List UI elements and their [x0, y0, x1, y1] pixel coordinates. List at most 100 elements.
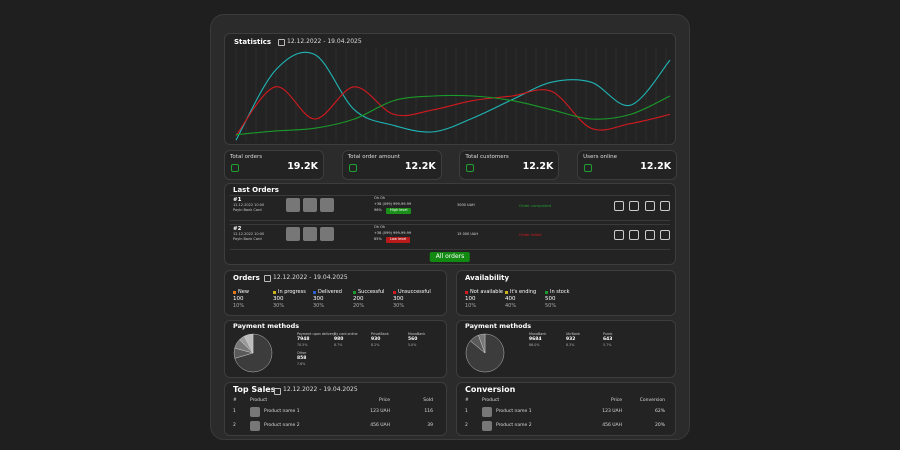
- method-percent: 86.0%: [529, 343, 540, 347]
- order-row: [230, 224, 670, 250]
- column-header: Price: [611, 398, 622, 403]
- method-count: 930: [371, 337, 381, 342]
- pie: [233, 333, 273, 373]
- status-dot: [313, 291, 316, 294]
- order-row: [230, 195, 670, 221]
- date-range: 12.12.2022 - 19.04.2025: [273, 274, 348, 281]
- column-header: #: [233, 398, 237, 403]
- customer-name: Oh Oh: [374, 196, 386, 200]
- kpi-card: [341, 150, 442, 180]
- column-header: Product: [250, 398, 268, 403]
- kpi-label: Total orders: [230, 154, 263, 160]
- status-percent: 10%: [465, 303, 477, 309]
- action-icon[interactable]: [629, 230, 639, 240]
- method-label: PrivatBank: [371, 332, 389, 336]
- method-label: By card online: [334, 332, 358, 336]
- card-title: Payment methods: [233, 322, 300, 330]
- table-cell: Product name 1: [264, 409, 300, 414]
- card-title: Last Orders: [233, 186, 279, 194]
- status-count: 100: [465, 296, 476, 302]
- customer-score: 65%: [374, 237, 382, 241]
- table-cell: 62%: [654, 409, 665, 414]
- kpi-value: 12.2K: [404, 161, 436, 172]
- action-icon[interactable]: [629, 201, 639, 211]
- all-orders-button[interactable]: All orders: [429, 252, 471, 262]
- action-icon[interactable]: [614, 230, 624, 240]
- action-icon[interactable]: [645, 230, 655, 240]
- method-label: UkrBank: [566, 332, 580, 336]
- method-count: 932: [566, 337, 576, 342]
- status-count: 300: [273, 296, 284, 302]
- status-percent: 40%: [505, 303, 517, 309]
- table-cell: 456 UAH: [370, 423, 390, 428]
- order-status: Order completed: [519, 203, 552, 208]
- product-thumb: [250, 407, 260, 417]
- product-thumb: [286, 198, 300, 212]
- status-count: 300: [313, 296, 324, 302]
- method-count: 980: [334, 337, 344, 342]
- status-dot: [353, 291, 356, 294]
- action-icon[interactable]: [645, 201, 655, 211]
- pie-slice: [478, 333, 486, 354]
- action-icon[interactable]: [614, 201, 624, 211]
- order-id: #2: [233, 226, 242, 232]
- order-payment: PayIn Bank Card: [233, 237, 262, 241]
- customer-score: 96%: [374, 208, 382, 212]
- date-range: 12.12.2022 - 19.04.2025: [287, 38, 362, 45]
- product-thumb: [250, 421, 260, 431]
- method-count: 7948: [297, 337, 310, 342]
- column-header: Price: [379, 398, 390, 403]
- calendar-icon: [264, 275, 271, 282]
- kpi-card: [577, 150, 678, 180]
- status-percent: 30%: [273, 303, 285, 309]
- status-label: It's ending: [510, 289, 537, 295]
- column-header: Product: [482, 398, 500, 403]
- method-count: 643: [603, 337, 613, 342]
- pie: [465, 333, 505, 373]
- level-badge: Low level: [386, 237, 411, 243]
- card-title: Top Sales: [233, 385, 276, 394]
- status-label: Not available: [470, 289, 503, 295]
- card-title: Payment methods: [465, 322, 532, 330]
- status-percent: 20%: [353, 303, 365, 309]
- table-cell: 123 UAH: [602, 409, 622, 414]
- action-icon[interactable]: [660, 230, 670, 240]
- table-cell: Product name 1: [496, 409, 532, 414]
- status-label: In progress: [278, 289, 306, 295]
- status-label: Unsuccessful: [398, 289, 431, 295]
- status-dot: [273, 291, 276, 294]
- table-cell: 1: [465, 409, 468, 414]
- series-line: [235, 94, 671, 136]
- status-count: 300: [393, 296, 404, 302]
- status-dot: [465, 291, 468, 294]
- product-thumb: [303, 198, 317, 212]
- card-title: Orders: [233, 274, 260, 282]
- calendar-icon: [274, 388, 281, 395]
- status-dot: [233, 291, 236, 294]
- series-line: [235, 86, 671, 136]
- status-label: Delivered: [318, 289, 342, 295]
- action-icon[interactable]: [660, 201, 670, 211]
- method-label: MonoBank: [408, 332, 426, 336]
- table-cell: 456 UAH: [602, 423, 622, 428]
- order-date: 12.12.2022 10:00: [233, 203, 265, 207]
- table-cell: Product name 2: [264, 423, 300, 428]
- method-percent: 8.2%: [371, 343, 380, 347]
- status-percent: 10%: [233, 303, 245, 309]
- status-count: 200: [353, 296, 364, 302]
- date-range: 12.12.2022 - 19.04.2025: [283, 386, 358, 393]
- pie-slice: [243, 333, 254, 354]
- top_sales-card: [224, 382, 447, 436]
- kpi-card: [459, 150, 560, 180]
- statistics-chart: [235, 48, 671, 142]
- calendar-icon: [278, 39, 285, 46]
- table-cell: 2: [233, 423, 236, 428]
- level-badge: High level: [386, 208, 412, 214]
- series-line: [235, 51, 671, 141]
- kpi-icon: [584, 164, 593, 172]
- product-thumb: [286, 227, 300, 241]
- table-cell: Product name 2: [496, 423, 532, 428]
- status-count: 100: [233, 296, 244, 302]
- status-count: 500: [545, 296, 556, 302]
